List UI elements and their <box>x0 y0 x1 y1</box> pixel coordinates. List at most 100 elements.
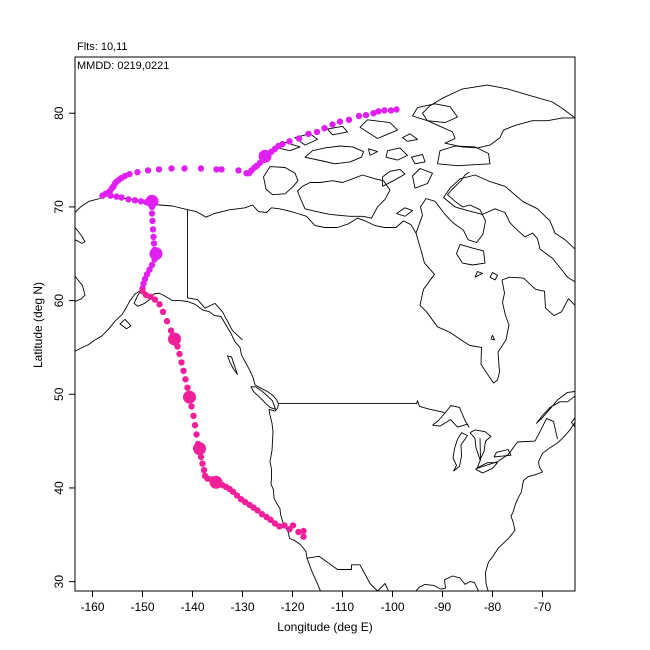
trajectory-point <box>393 106 400 113</box>
coastline-segment <box>359 119 398 139</box>
coastline-segment <box>412 168 433 189</box>
trajectory-point <box>156 301 163 308</box>
coastline-segment <box>456 243 486 266</box>
coastline-segment <box>536 391 575 424</box>
trajectory-point <box>144 167 152 174</box>
trajectory-point <box>159 308 167 315</box>
x-tick-label: -150 <box>130 600 154 614</box>
coastline-segment <box>297 174 391 219</box>
x-tick-label: -120 <box>280 600 304 614</box>
coastline-segment <box>415 422 575 591</box>
trajectory-marker-large <box>258 149 272 163</box>
trajectory-marker-large <box>149 247 163 261</box>
y-tick-label: 40 <box>52 481 66 495</box>
trajectory-point <box>267 516 274 523</box>
trajectory-point <box>163 318 171 325</box>
trajectory-point <box>313 128 321 136</box>
coastline-segment <box>396 207 413 217</box>
y-tick-label: 80 <box>52 106 66 120</box>
y-axis-label: Latitude (deg N) <box>31 281 45 369</box>
coastline-segment <box>412 103 458 124</box>
coastline-segment <box>119 318 132 330</box>
trajectory-point <box>289 522 297 529</box>
trajectory-point <box>149 217 156 225</box>
trajectory-marker-large <box>168 332 181 346</box>
trajectory-point <box>191 422 199 429</box>
x-tick-label: -110 <box>331 600 354 614</box>
trajectory-point <box>182 376 189 383</box>
trajectory-point <box>295 135 303 142</box>
x-tick-label: -140 <box>180 600 204 614</box>
trajectory-point <box>199 460 206 467</box>
trajectory-point <box>168 165 175 172</box>
trajectory-point <box>300 533 307 540</box>
trajectory-point <box>197 165 205 172</box>
coastline-segment <box>402 133 418 142</box>
trajectory-point <box>197 453 205 461</box>
trajectory-point <box>218 166 225 173</box>
plot-frame <box>74 56 576 592</box>
coastline-segment <box>263 166 299 196</box>
trajectory-point <box>370 110 377 117</box>
trajectory-point <box>193 431 200 438</box>
trajectory-point <box>329 121 336 128</box>
trajectory-point <box>99 192 106 199</box>
trajectory-point <box>300 527 307 535</box>
coastline-segment <box>411 153 426 165</box>
trajectory-point <box>355 112 363 120</box>
trajectory-point <box>281 522 288 529</box>
trajectory-point <box>125 196 132 203</box>
trajectory-point <box>118 194 125 201</box>
coastline-segment <box>250 386 276 410</box>
trajectory-point <box>178 359 185 366</box>
trajectory-point <box>200 466 208 474</box>
coastline-segment <box>475 462 498 474</box>
coastline-segment <box>277 400 446 414</box>
trajectory-marker-large <box>145 194 159 208</box>
trajectory-point <box>375 108 382 115</box>
x-tick-label: -130 <box>230 600 254 614</box>
coastline-segment <box>571 417 575 428</box>
x-tick-label: -160 <box>80 600 104 614</box>
coastline-segment <box>469 429 492 461</box>
trajectory-point <box>295 528 302 536</box>
x-axis: -160 -150 -140 -130 -120 -110 -100 -90 -80 -70 <box>80 591 551 614</box>
trajectory-point <box>233 492 241 499</box>
trajectory-point <box>305 130 312 137</box>
coastline-segment <box>75 171 486 243</box>
trajectory-point <box>184 384 191 391</box>
coastline-segment <box>474 271 483 278</box>
trajectory-point <box>180 367 187 374</box>
trajectory-point <box>155 166 163 173</box>
trajectory-layer <box>99 106 400 540</box>
trajectory-marker-large <box>209 475 223 489</box>
trajectory-point <box>150 240 158 247</box>
x-tick-label: -70 <box>534 600 552 614</box>
trajectory-point <box>151 296 159 303</box>
trajectory-point <box>213 166 220 173</box>
x-axis-label: Longitude (deg E) <box>277 620 373 634</box>
coastline-segment <box>385 147 408 161</box>
trajectory-point <box>190 412 197 419</box>
trajectory-point <box>137 198 145 205</box>
coastline-segment <box>476 418 558 469</box>
x-tick-label: -90 <box>434 600 452 614</box>
coastline-segment <box>368 148 378 156</box>
trajectory-point <box>286 138 293 145</box>
trajectory-point <box>149 226 157 233</box>
trajectory-point <box>167 327 175 334</box>
trajectory-point <box>188 403 195 410</box>
trajectory-point <box>381 107 388 114</box>
y-axis: 30 40 50 60 70 80 <box>52 106 75 588</box>
coastline-segment <box>327 125 348 136</box>
coastline-segment <box>437 145 491 167</box>
coastline-segment <box>432 405 470 428</box>
y-tick-label: 60 <box>52 294 66 308</box>
coastline-layer <box>75 84 575 591</box>
y-tick-label: 70 <box>52 200 66 214</box>
date-label: MMDD: 0219,0221 <box>77 60 170 72</box>
trajectory-point <box>176 350 183 358</box>
coastline-segment <box>415 232 575 384</box>
